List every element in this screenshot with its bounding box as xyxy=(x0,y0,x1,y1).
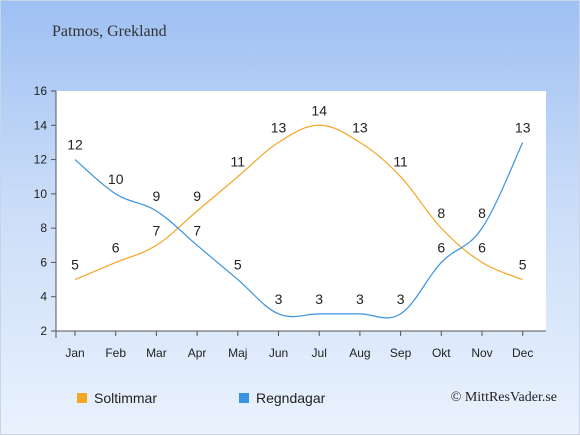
data-label-regndagar: 12 xyxy=(67,137,83,153)
x-tick-label: Okt xyxy=(432,346,451,360)
legend-item-regndagar: Regndagar xyxy=(239,390,325,406)
y-tick-label: 6 xyxy=(40,255,47,269)
data-label-regndagar: 6 xyxy=(437,239,445,255)
y-tick-label: 10 xyxy=(34,187,48,201)
x-tick-label: Nov xyxy=(471,346,492,360)
legend-item-soltimmar: Soltimmar xyxy=(77,390,157,406)
x-tick-label: Dec xyxy=(512,346,533,360)
data-label-regndagar: 3 xyxy=(397,291,405,307)
x-tick-label: Apr xyxy=(188,346,207,360)
data-label-soltimmar: 6 xyxy=(478,239,486,255)
data-label-soltimmar: 6 xyxy=(112,239,120,255)
data-label-soltimmar: 9 xyxy=(193,188,201,204)
series-line-soltimmar xyxy=(74,124,523,281)
x-tick-label: Jun xyxy=(269,346,288,360)
data-label-soltimmar: 5 xyxy=(519,257,527,273)
y-tick-label: 2 xyxy=(40,324,47,338)
x-tick-label: Aug xyxy=(349,346,370,360)
data-label-regndagar: 10 xyxy=(108,171,124,187)
plot-area xyxy=(56,91,546,331)
data-label-soltimmar: 8 xyxy=(437,205,445,221)
data-label-soltimmar: 11 xyxy=(231,154,246,170)
y-tick-label: 14 xyxy=(34,118,48,132)
data-label-regndagar: 5 xyxy=(234,257,242,273)
y-tick-label: 12 xyxy=(34,153,48,167)
legend-label-regndagar: Regndagar xyxy=(256,390,326,406)
data-label-soltimmar: 11 xyxy=(393,154,408,170)
data-label-regndagar: 3 xyxy=(356,291,364,307)
x-tick-label: Mar xyxy=(146,346,167,360)
data-label-soltimmar: 13 xyxy=(352,119,368,135)
data-label-regndagar: 13 xyxy=(515,119,531,135)
x-tick-label: Jul xyxy=(312,346,327,360)
data-label-regndagar: 9 xyxy=(153,188,161,204)
data-label-regndagar: 3 xyxy=(315,291,323,307)
data-label-soltimmar: 5 xyxy=(71,257,79,273)
data-label-soltimmar: 13 xyxy=(271,119,287,135)
data-label-regndagar: 8 xyxy=(478,205,486,221)
data-label-soltimmar: 7 xyxy=(153,222,161,238)
x-tick-label: Sep xyxy=(390,346,412,360)
series-line-regndagar xyxy=(74,142,524,319)
legend-swatch-regndagar xyxy=(239,393,249,403)
data-label-regndagar: 3 xyxy=(275,291,283,307)
data-label-regndagar: 7 xyxy=(193,222,201,238)
legend-label-soltimmar: Soltimmar xyxy=(94,390,158,406)
legend-swatch-soltimmar xyxy=(77,393,87,403)
credit-text: © MittResVader.se xyxy=(450,390,557,405)
y-tick-label: 8 xyxy=(40,221,47,235)
data-label-soltimmar: 14 xyxy=(311,102,327,118)
x-tick-label: Feb xyxy=(105,346,126,360)
x-tick-label: Maj xyxy=(228,346,247,360)
y-tick-label: 16 xyxy=(34,84,48,98)
chart-title: Patmos, Grekland xyxy=(52,23,167,40)
x-tick-label: Jan xyxy=(65,346,84,360)
y-tick-label: 4 xyxy=(40,290,47,304)
